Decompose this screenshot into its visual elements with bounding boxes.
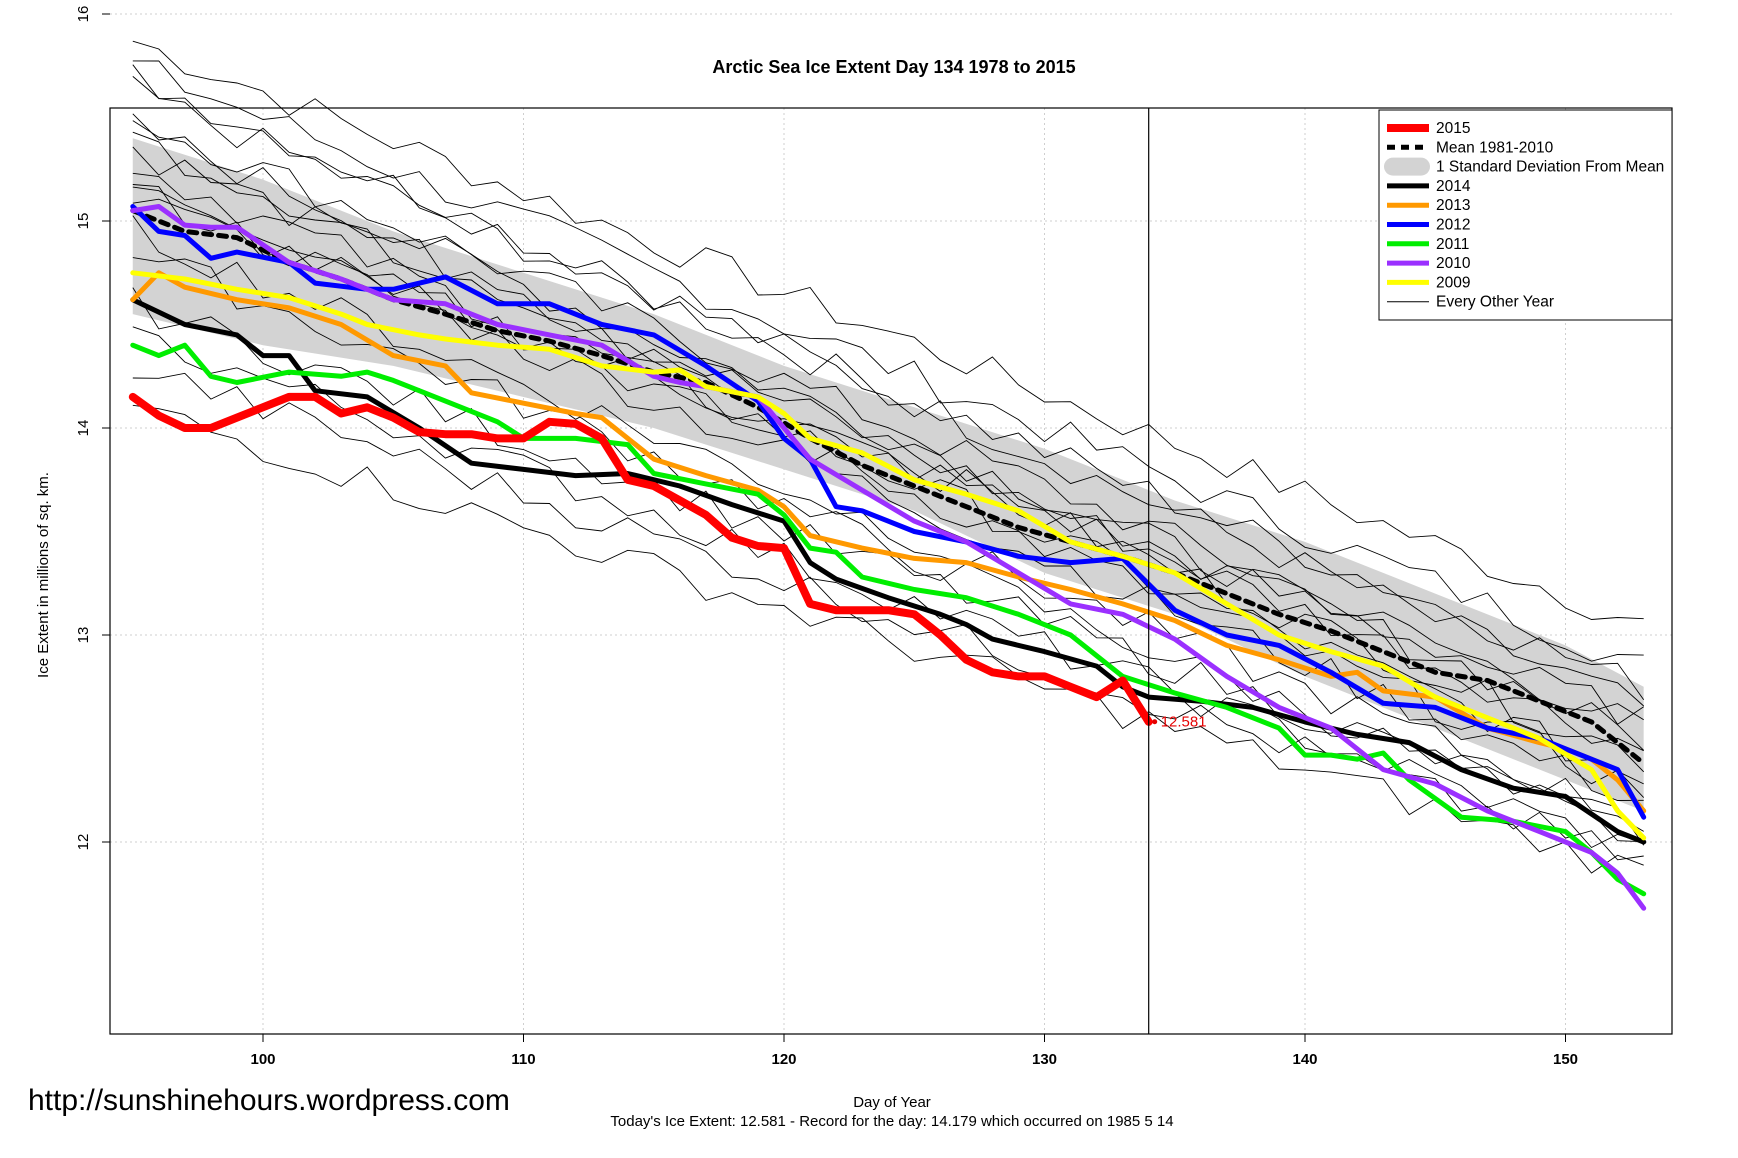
- legend-swatch: [1384, 157, 1430, 176]
- thin-year-line: [132, 64, 1644, 707]
- legend-label: 2014: [1436, 178, 1471, 195]
- watermark-url: http://sunshinehours.wordpress.com: [28, 1084, 510, 1117]
- x-tick-label: 110: [511, 1051, 535, 1068]
- y-tick-label: 14: [75, 420, 92, 437]
- footer-note: Today's Ice Extent: 12.581 - Record for …: [610, 1113, 1173, 1130]
- thin-year-line: [132, 113, 1645, 751]
- thin-year-line: [132, 215, 1644, 832]
- thin-year-line: [132, 131, 1644, 752]
- x-tick-label: 140: [1292, 1051, 1317, 1068]
- y-tick-label: 16: [75, 6, 92, 23]
- legend: 2015 Mean 1981-2010 1 Standard Deviation F…: [1378, 109, 1673, 321]
- legend-label: 2015: [1436, 120, 1470, 137]
- thin-year-line: [132, 404, 1644, 874]
- current-value-dot: [1152, 719, 1158, 725]
- legend-label: 2012: [1436, 217, 1470, 234]
- legend-label: 2013: [1436, 197, 1470, 214]
- every-other-year-lines: [132, 40, 1645, 874]
- series-line-2014: [130, 297, 1647, 845]
- thin-year-line: [132, 172, 1644, 785]
- thin-year-line: [132, 198, 1644, 725]
- y-tick-label: 12: [75, 834, 92, 851]
- thin-year-line: [132, 76, 1645, 701]
- highlighted-series: [128, 204, 1647, 911]
- x-axis-label: Day of Year: [853, 1094, 931, 1111]
- thin-year-line: [132, 60, 1644, 662]
- thin-year-line: [132, 120, 1644, 721]
- y-tick-label: 13: [75, 627, 92, 644]
- legend-label: 2011: [1436, 236, 1469, 253]
- x-axis: 100 110 120 130 140 150: [250, 1034, 1578, 1068]
- legend-label: Mean 1981-2010: [1436, 139, 1554, 156]
- y-axis: 12 13 14 15 16: [75, 6, 110, 851]
- y-axis-label: Ice Extent in millions of sq. km.: [35, 472, 52, 678]
- x-tick-label: 150: [1553, 1051, 1578, 1068]
- legend-label: 2009: [1436, 274, 1470, 291]
- series-line-2009: [130, 270, 1647, 841]
- thin-year-line: [132, 40, 1644, 620]
- y-tick-label: 15: [75, 213, 92, 230]
- legend-box: [1378, 109, 1673, 321]
- x-tick-label: 130: [1032, 1051, 1057, 1068]
- series-line-2010: [130, 204, 1647, 911]
- series-line-2011: [130, 342, 1647, 897]
- chart-title: Arctic Sea Ice Extent Day 134 1978 to 20…: [712, 57, 1075, 77]
- legend-label: 1 Standard Deviation From Mean: [1436, 159, 1664, 176]
- series-line-2015: [128, 392, 1153, 726]
- plot-frame: [109, 107, 1673, 1035]
- legend-label: Every Other Year: [1436, 294, 1554, 311]
- current-value-label: 12.581: [1161, 714, 1207, 731]
- legend-label: 2010: [1436, 255, 1471, 272]
- series-line-2012: [130, 204, 1647, 820]
- x-tick-label: 100: [250, 1051, 275, 1068]
- x-tick-label: 120: [771, 1051, 796, 1068]
